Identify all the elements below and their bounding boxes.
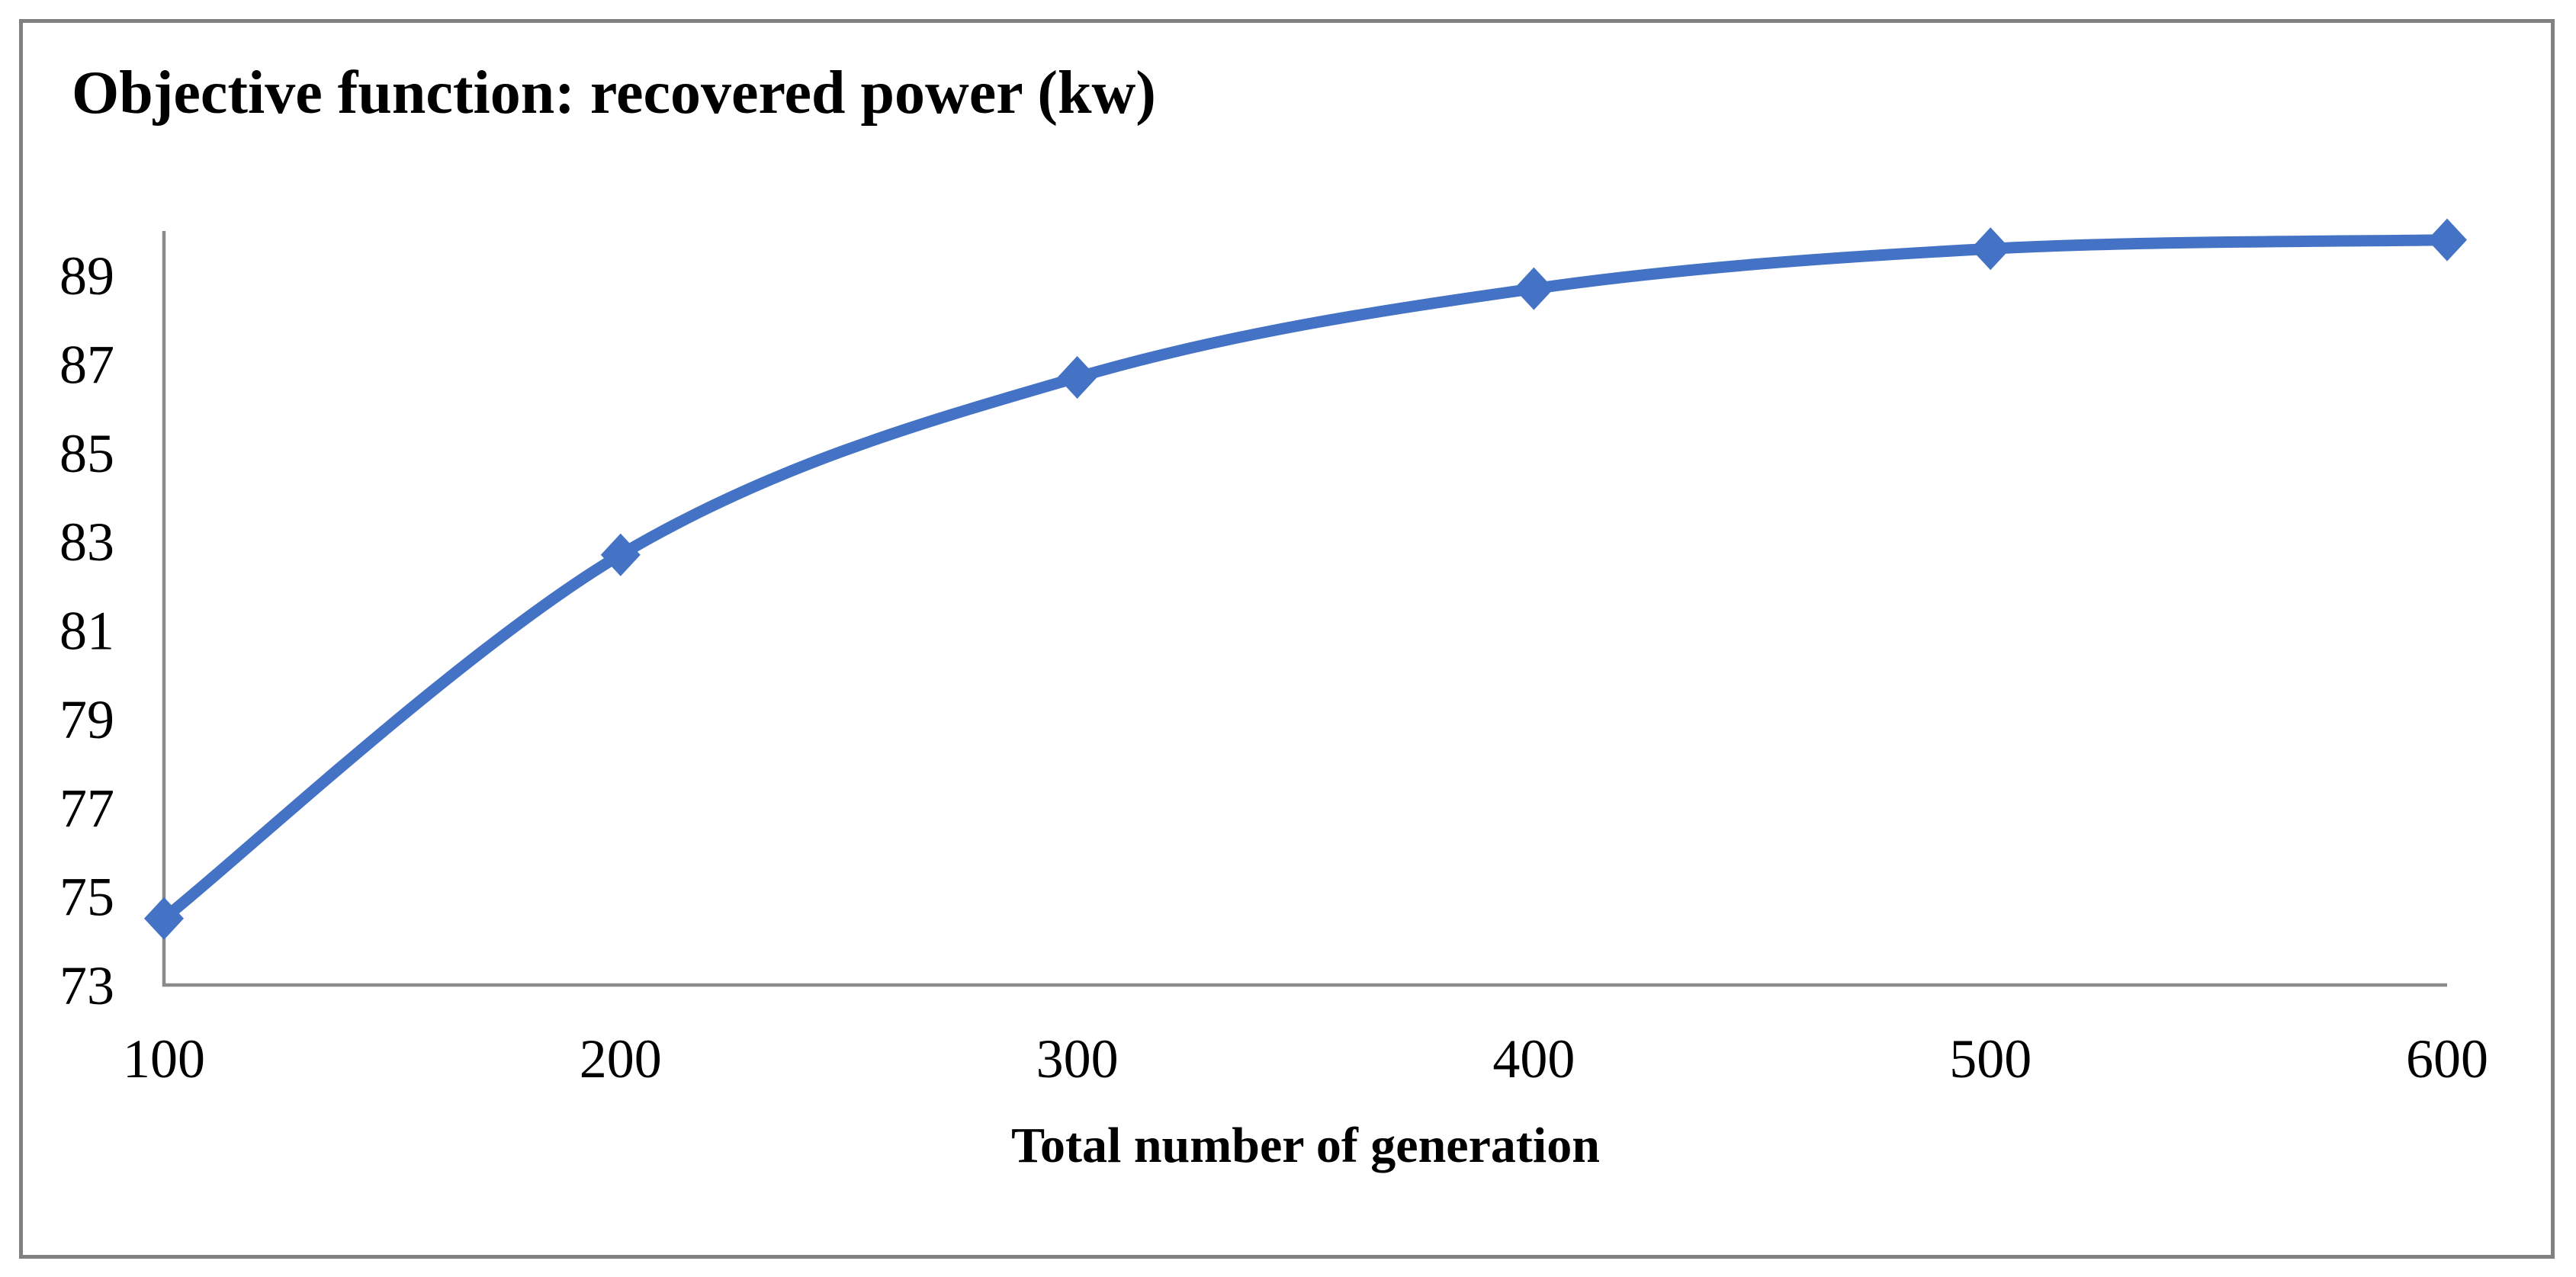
figure-frame bbox=[19, 19, 2555, 1259]
y-axis-tick-labels: 73 75 77 79 81 83 85 87 89 bbox=[59, 245, 114, 1016]
data-point-marker bbox=[2427, 218, 2467, 261]
data-point-marker bbox=[600, 533, 641, 576]
series-line bbox=[158, 234, 2453, 925]
x-tick-label: 100 bbox=[123, 1028, 205, 1089]
x-axis-title: Total number of generation bbox=[1011, 1118, 1600, 1173]
data-point-marker bbox=[1971, 227, 2011, 271]
data-point-marker bbox=[1057, 355, 1097, 399]
chart-title: Objective function: recovered power (kw) bbox=[72, 59, 1156, 127]
data-point-marker bbox=[144, 897, 184, 940]
x-tick-label: 300 bbox=[1036, 1028, 1119, 1089]
series-markers bbox=[144, 218, 2467, 940]
x-axis-tick-labels: 100 200 300 400 500 600 bbox=[123, 1028, 2488, 1089]
y-tick-label: 79 bbox=[59, 689, 114, 750]
y-tick-label: 75 bbox=[59, 867, 114, 928]
y-tick-label: 87 bbox=[59, 335, 114, 396]
y-tick-label: 73 bbox=[59, 955, 114, 1016]
x-tick-label: 400 bbox=[1492, 1028, 1575, 1089]
y-tick-label: 85 bbox=[59, 423, 114, 484]
x-tick-label: 600 bbox=[2406, 1028, 2488, 1089]
data-point-marker bbox=[1514, 267, 1554, 310]
x-tick-label: 200 bbox=[580, 1028, 662, 1089]
x-tick-label: 500 bbox=[1949, 1028, 2032, 1089]
y-tick-label: 89 bbox=[59, 245, 114, 306]
y-tick-label: 83 bbox=[59, 512, 114, 573]
y-tick-label: 77 bbox=[59, 778, 114, 839]
y-tick-label: 81 bbox=[59, 601, 114, 662]
